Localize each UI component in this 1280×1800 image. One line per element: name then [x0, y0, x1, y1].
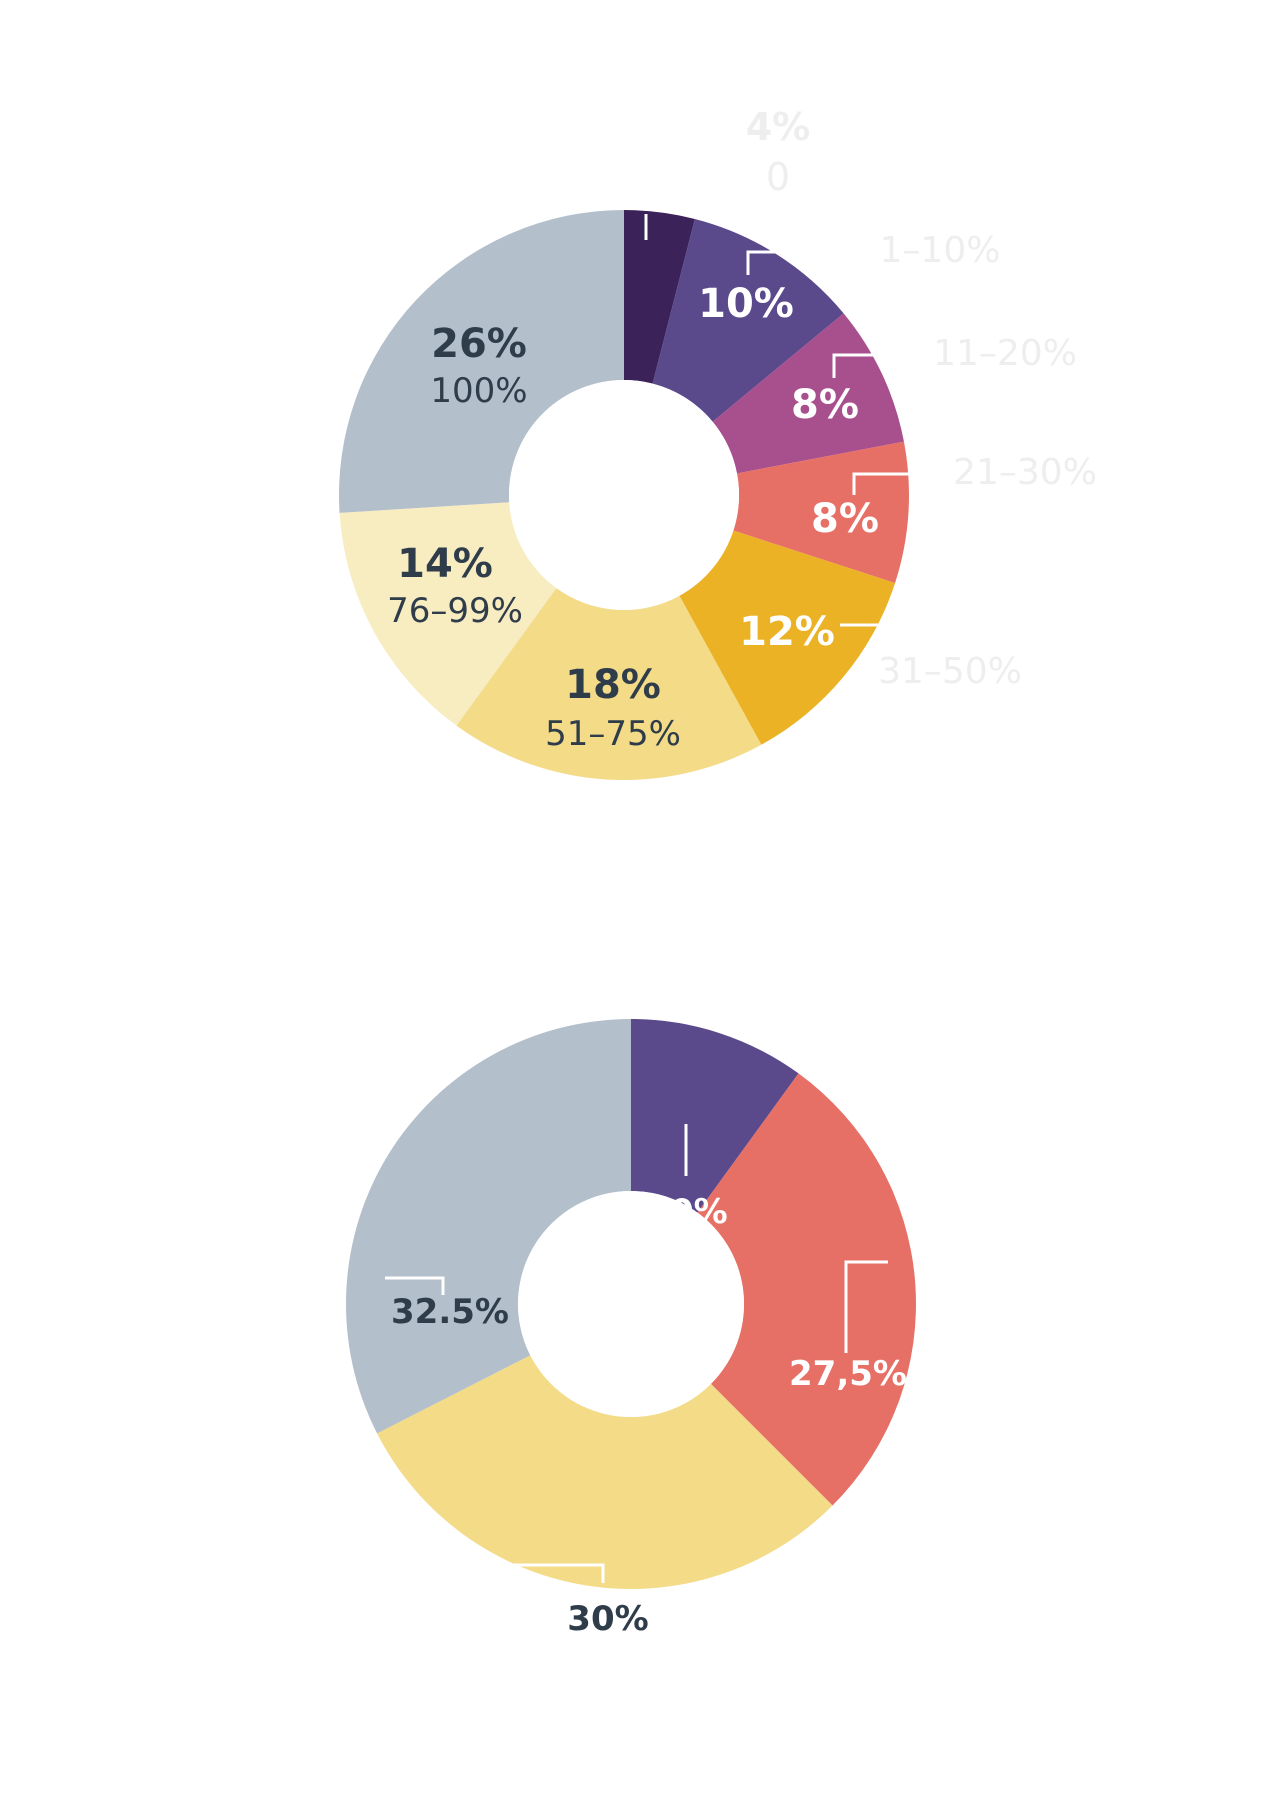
donut1-range-label-6: 76–99%	[387, 591, 523, 631]
donut1-leader-2	[832, 353, 930, 378]
donut2-value-label-1: 27,5%	[789, 1354, 907, 1394]
donut2-hole	[518, 1191, 744, 1417]
donut1-slice-2	[712, 313, 904, 474]
donut1-range-label-2: 11–20%	[933, 333, 1077, 374]
donut-chart-1: 4% 0 10% 1–10% 8% 11–20% 8% 21–30% 12% 31–50% 18% 5…	[338, 105, 1097, 780]
donut1-value-label-7: 26%	[431, 321, 527, 367]
donut1-slice-5	[456, 588, 762, 780]
donut1-value-label-1: 10%	[698, 281, 794, 327]
donut1-value-label-4: 12%	[739, 609, 835, 655]
donut2-value-label-3: 32.5%	[391, 1292, 509, 1332]
donut1-slice-7	[338, 210, 624, 513]
donut1-range-label-4: 31–50%	[878, 651, 1022, 692]
donut1-range-label-7: 100%	[430, 371, 527, 411]
donut1-leader-3	[852, 472, 945, 495]
donut1-value-label-5: 18%	[565, 662, 661, 708]
donut1-slice-1	[652, 218, 844, 422]
donut1-range-label-0: 0	[766, 155, 790, 199]
donut1-slice-3	[733, 441, 909, 584]
donut2-slice-2	[377, 1355, 833, 1589]
donut2-value-label-0: 10%	[646, 1192, 727, 1232]
donut1-slice-6	[339, 502, 557, 726]
donut1-value-label-2: 8%	[791, 382, 859, 428]
donut-chart-2: 10% 27,5% 30% 32.5%	[346, 1019, 916, 1639]
donut2-value-label-2: 30%	[567, 1599, 648, 1639]
donut1-range-label-5: 51–75%	[545, 714, 681, 754]
donut1-slice-4	[679, 530, 896, 745]
donut1-value-label-0: 4%	[746, 105, 811, 149]
donut2-slice-1	[697, 1073, 916, 1506]
donut1-value-label-6: 14%	[397, 541, 493, 587]
donut1-slice-0	[624, 210, 695, 384]
donut2-slice-0	[631, 1019, 799, 1213]
donut2-leader-1	[844, 1260, 888, 1353]
donut1-range-label-3: 21–30%	[953, 452, 1097, 493]
donut1-range-label-1: 1–10%	[880, 230, 1001, 271]
donut1-hole	[509, 380, 739, 610]
donut1-value-label-3: 8%	[811, 496, 879, 542]
donut2-slice-3	[346, 1019, 631, 1434]
donut2-leader-2	[395, 1563, 605, 1583]
donut1-leader-1	[746, 250, 858, 275]
donut2-leader-3	[385, 1276, 445, 1295]
